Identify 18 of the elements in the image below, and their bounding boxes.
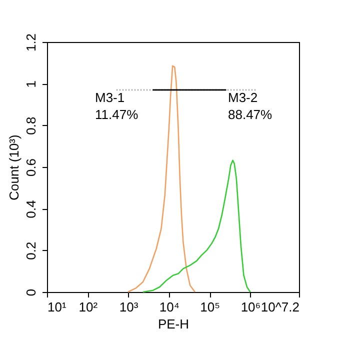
x-tick-label: 10³ — [119, 300, 139, 314]
x-tick-label: 10^7.2 — [260, 300, 300, 314]
y-tick-label: 1 — [24, 80, 38, 88]
y-tick-label: 0.4 — [24, 200, 38, 218]
y-tick-label: 0.2 — [24, 242, 38, 260]
y-tick-label: 0 — [24, 288, 38, 296]
y-tick-label: 1.2 — [24, 33, 38, 52]
x-tick-label: 10⁴ — [159, 300, 180, 314]
x-tick-label: 10¹ — [48, 300, 67, 314]
annotation: M3-2 88.47% — [228, 90, 273, 122]
x-tick-label: 10⁵ — [200, 300, 220, 314]
x-tick-label: 10⁶ — [240, 300, 261, 314]
y-axis-title: Count (10³) — [6, 134, 22, 200]
x-tick-label: 10² — [78, 300, 98, 314]
x-axis-title: PE-H — [158, 316, 190, 332]
annotation: M3-1 11.47% — [95, 90, 139, 122]
y-tick-label: 0.8 — [24, 116, 38, 135]
y-tick-label: 0.6 — [24, 158, 38, 177]
